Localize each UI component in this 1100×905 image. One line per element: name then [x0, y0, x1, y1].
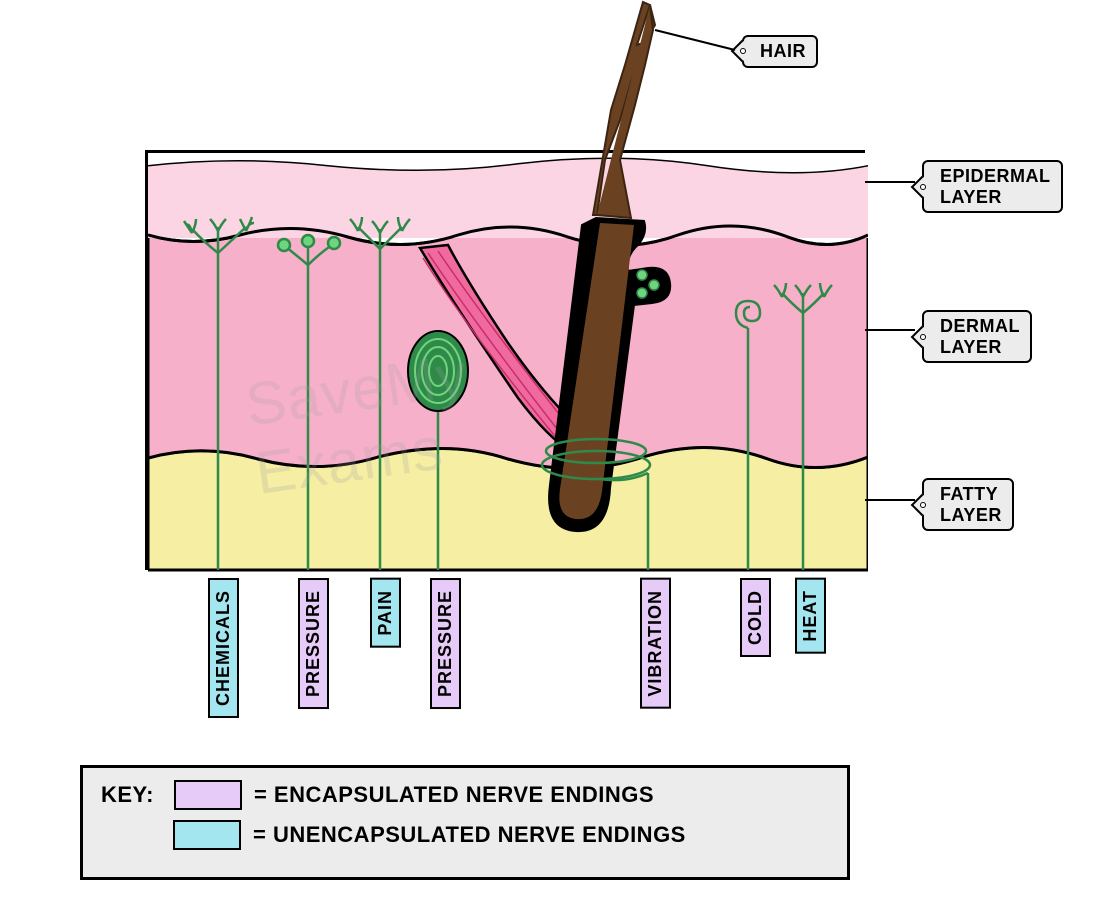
tag-epidermal: EPIDERMALLAYER [922, 160, 1063, 213]
key-title: KEY: [101, 782, 154, 808]
tag-epidermal-text: EPIDERMALLAYER [940, 166, 1051, 207]
tag-dermal: DERMALLAYER [922, 310, 1032, 363]
swatch-encapsulated [174, 780, 242, 810]
label-vibration: VIBRATION [640, 578, 671, 709]
tag-fatty-text: FATTYLAYER [940, 484, 1002, 525]
tag-fatty: FATTYLAYER [922, 478, 1014, 531]
tag-dermal-text: DERMALLAYER [940, 316, 1020, 357]
fatty-layer [148, 447, 868, 570]
legend-box: KEY: = ENCAPSULATED NERVE ENDINGS = UNEN… [80, 765, 850, 880]
skin-cross-section [145, 150, 865, 570]
skin-diagram [145, 10, 865, 570]
label-cold: COLD [740, 578, 771, 657]
key-enc-label: = ENCAPSULATED NERVE ENDINGS [254, 782, 654, 808]
label-chemicals: CHEMICALS [208, 578, 239, 718]
label-pressure: PRESSURE [430, 578, 461, 709]
label-heat: HEAT [795, 578, 826, 654]
label-pressure: PRESSURE [298, 578, 329, 709]
tag-hair: HAIR [742, 35, 818, 68]
key-unenc-label: = UNENCAPSULATED NERVE ENDINGS [253, 822, 686, 848]
label-pain: PAIN [370, 578, 401, 648]
tag-hair-text: HAIR [760, 41, 806, 61]
swatch-unencapsulated [173, 820, 241, 850]
